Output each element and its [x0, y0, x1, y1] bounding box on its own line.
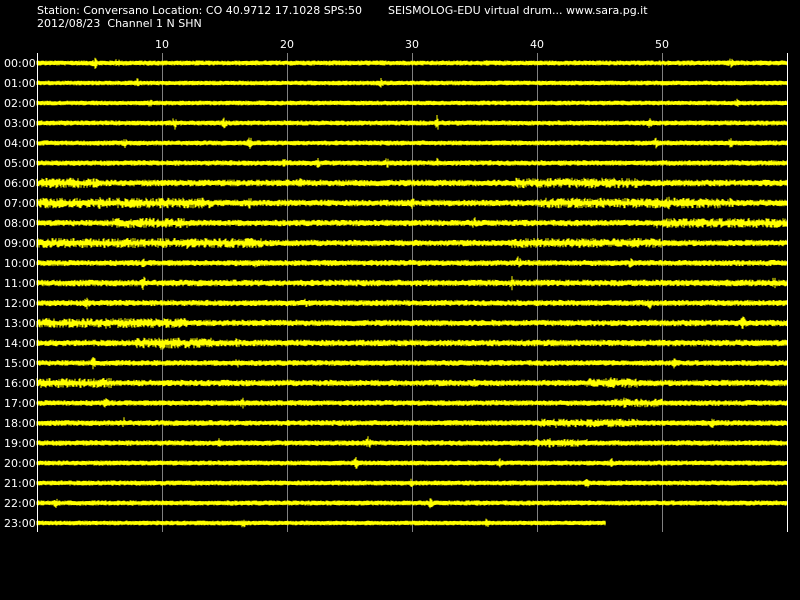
row-label-2200: 22:00	[4, 497, 36, 510]
row-label-1000: 10:00	[4, 257, 36, 270]
tick-label-20: 20	[280, 38, 294, 51]
row-label-2100: 21:00	[4, 477, 36, 490]
row-label-1700: 17:00	[4, 397, 36, 410]
row-label-0600: 06:00	[4, 177, 36, 190]
row-label-0100: 01:00	[4, 77, 36, 90]
station-info: Station: Conversano Location: CO 40.9712…	[37, 4, 362, 17]
row-label-1800: 18:00	[4, 417, 36, 430]
row-label-0400: 04:00	[4, 137, 36, 150]
tick-label-50: 50	[655, 38, 669, 51]
row-label-2000: 20:00	[4, 457, 36, 470]
row-label-0200: 02:00	[4, 97, 36, 110]
plot-frame	[37, 53, 788, 532]
grid-layer	[162, 53, 663, 532]
hour-row-labels: 00:00 01:00 02:00 03:00 04:00 05:00 06:00 07:00…	[4, 57, 36, 530]
row-label-0000: 00:00	[4, 57, 36, 70]
row-label-0900: 09:00	[4, 237, 36, 250]
row-label-0700: 07:00	[4, 197, 36, 210]
row-label-1600: 16:00	[4, 377, 36, 390]
row-label-0800: 08:00	[4, 217, 36, 230]
minute-tick-labels: 10 20 30 40 50	[155, 38, 669, 51]
row-label-2300: 23:00	[4, 517, 36, 530]
date-channel-info: 2012/08/23 Channel 1 N SHN	[37, 17, 202, 30]
tick-label-10: 10	[155, 38, 169, 51]
tick-label-30: 30	[405, 38, 419, 51]
row-label-0300: 03:00	[4, 117, 36, 130]
tick-label-40: 40	[530, 38, 544, 51]
row-label-1500: 15:00	[4, 357, 36, 370]
row-label-1900: 19:00	[4, 437, 36, 450]
trace-layer	[36, 57, 788, 528]
row-label-0500: 05:00	[4, 157, 36, 170]
row-label-1400: 14:00	[4, 337, 36, 350]
row-label-1300: 13:00	[4, 317, 36, 330]
row-label-1100: 11:00	[4, 277, 36, 290]
row-label-1200: 12:00	[4, 297, 36, 310]
software-credit: SEISMOLOG-EDU virtual drum... www.sara.p…	[388, 4, 648, 17]
